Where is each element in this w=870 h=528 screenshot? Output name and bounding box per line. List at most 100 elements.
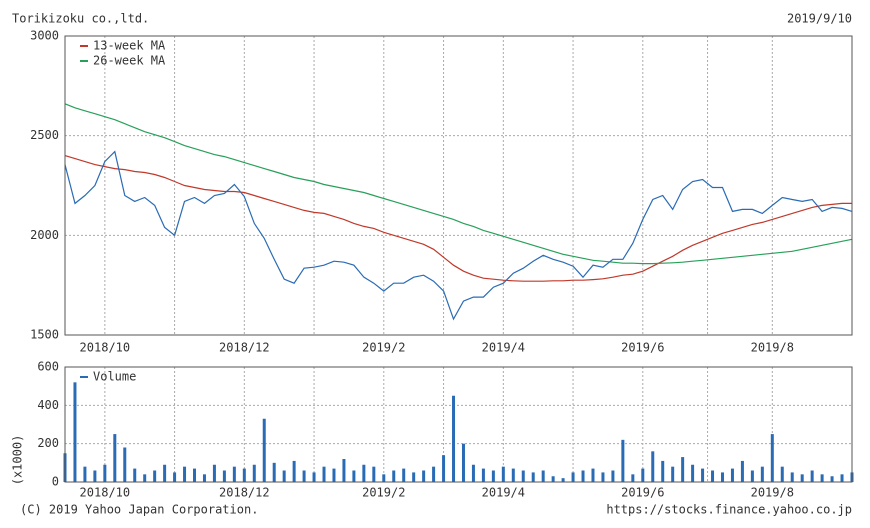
volume-bar — [282, 470, 286, 482]
volume-bar — [661, 460, 665, 482]
legend-label: Volume — [93, 370, 136, 384]
volume-bar — [342, 459, 346, 482]
volume-bar — [123, 447, 127, 482]
volume-bar — [780, 466, 784, 482]
volume-bar — [392, 470, 396, 482]
volume-bar — [800, 474, 804, 482]
volume-bar — [471, 464, 475, 482]
volume-bar — [212, 464, 216, 482]
volume-bar — [591, 468, 595, 482]
volume-bar — [810, 470, 814, 482]
volume-bar — [322, 466, 326, 482]
volume-bar — [183, 466, 187, 482]
plot-frame — [64, 35, 853, 336]
volume-bar — [372, 466, 376, 482]
volume-bar — [193, 468, 197, 482]
volume-bar — [202, 474, 206, 482]
volume-bar — [730, 468, 734, 482]
price-line — [64, 103, 853, 265]
volume-bar — [770, 434, 774, 482]
volume-bar — [272, 462, 276, 482]
volume-bar — [720, 472, 724, 482]
x-tick-label: 2018/10 — [80, 341, 131, 355]
y-axis-label: (x1000) — [11, 435, 25, 486]
volume-bar — [631, 474, 635, 482]
volume-bar — [820, 474, 824, 482]
volume-bar — [481, 468, 485, 482]
volume-bar — [551, 476, 555, 482]
volume-bar — [711, 470, 715, 482]
x-tick-label: 2019/8 — [751, 341, 794, 355]
price-line — [64, 150, 853, 321]
volume-bar — [153, 470, 157, 482]
volume-bar — [840, 474, 844, 482]
volume-bar — [561, 478, 565, 482]
volume-bar — [402, 468, 406, 482]
volume-bar — [501, 466, 505, 482]
x-tick-label: 2019/2 — [362, 341, 405, 355]
volume-bar — [491, 470, 495, 482]
chart-title: Torikizoku co.,ltd. — [12, 12, 149, 26]
volume-bar — [740, 460, 744, 482]
price-line — [64, 155, 852, 282]
volume-bar — [830, 476, 834, 482]
plot-frame — [64, 366, 853, 483]
volume-bar — [252, 464, 256, 482]
volume-bar — [681, 457, 685, 482]
volume-bar — [262, 418, 266, 482]
y-tick-label: 2500 — [30, 128, 59, 142]
volume-bar — [701, 468, 705, 482]
x-tick-label: 2018/12 — [219, 486, 270, 500]
x-tick-label: 2019/4 — [482, 341, 525, 355]
volume-bar — [611, 470, 615, 482]
volume-bar — [511, 468, 515, 482]
x-tick-label: 2019/8 — [751, 486, 794, 500]
y-tick-label: 600 — [37, 360, 59, 374]
source-url: https://stocks.finance.yahoo.co.jp — [606, 503, 852, 517]
y-tick-label: 200 — [37, 436, 59, 450]
volume-bar — [541, 470, 545, 482]
legend-label: 13-week MA — [93, 39, 166, 53]
volume-bar — [352, 470, 356, 482]
volume-bar — [461, 443, 465, 482]
volume-bar — [93, 470, 97, 482]
volume-bar — [641, 468, 645, 482]
volume-bar — [671, 466, 675, 482]
y-tick-label: 0 — [52, 475, 59, 489]
volume-bar — [442, 455, 446, 482]
volume-bar — [302, 470, 306, 482]
volume-bar — [760, 466, 764, 482]
volume-bar — [581, 470, 585, 482]
volume-bar — [143, 474, 147, 482]
volume-bar — [651, 451, 655, 482]
volume-bar — [571, 472, 575, 482]
volume-bar — [332, 468, 336, 482]
volume-bar — [113, 434, 117, 482]
volume-bar — [133, 468, 137, 482]
volume-bar — [103, 464, 107, 482]
volume-bar — [601, 472, 605, 482]
volume-bar — [531, 472, 535, 482]
volume-bar — [621, 439, 625, 482]
volume-bar — [292, 460, 296, 482]
x-tick-label: 2019/2 — [362, 486, 405, 500]
volume-bar — [73, 382, 77, 482]
volume-bar — [232, 466, 236, 482]
x-tick-label: 2019/4 — [482, 486, 525, 500]
copyright: (C) 2019 Yahoo Japan Corporation. — [20, 503, 258, 517]
volume-bar — [691, 464, 695, 482]
y-tick-label: 2000 — [30, 228, 59, 242]
volume-bar — [790, 472, 794, 482]
volume-bar — [83, 466, 87, 482]
volume-bar — [452, 395, 456, 482]
x-tick-label: 2019/6 — [621, 341, 664, 355]
x-tick-label: 2018/10 — [80, 486, 131, 500]
volume-bar — [222, 470, 226, 482]
volume-bar — [432, 466, 436, 482]
volume-bar — [312, 472, 316, 482]
volume-bar — [242, 468, 246, 482]
volume-bar — [521, 470, 525, 482]
y-tick-label: 400 — [37, 398, 59, 412]
volume-bar — [750, 470, 754, 482]
